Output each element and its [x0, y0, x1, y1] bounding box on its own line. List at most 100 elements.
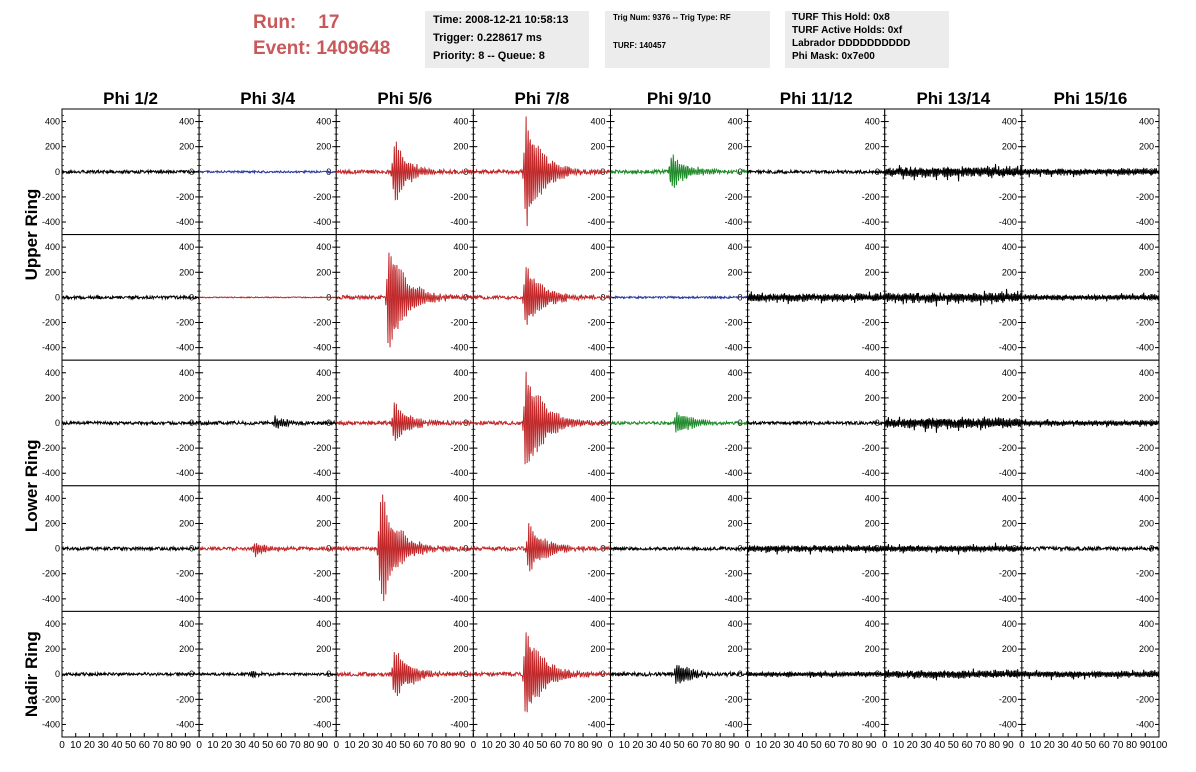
- xtick-label: 40: [934, 740, 946, 751]
- waveform-series: [1021, 669, 1160, 681]
- ytick-label: -200: [1136, 694, 1154, 704]
- waveform-series: [198, 670, 337, 679]
- ytick-label: 200: [316, 644, 331, 654]
- ytick-label: 400: [1002, 493, 1017, 503]
- ytick-label: 200: [1139, 518, 1154, 528]
- xtick-label: 20: [84, 740, 96, 751]
- ytick-label: 200: [1002, 644, 1017, 654]
- xtick-label: 30: [235, 740, 247, 751]
- xtick-label: 50: [125, 740, 137, 751]
- ytick-label: -200: [725, 694, 743, 704]
- event-label-text: Event:: [253, 38, 312, 59]
- waveform-panel: 400 200 0 -200 -400 0 10 20 30 40 50 60 70 80 90: [196, 610, 337, 751]
- xtick-label: 90: [1140, 740, 1152, 751]
- waveform-series: [884, 288, 1023, 307]
- xtick-label: 70: [975, 740, 987, 751]
- ytick-label: 400: [1002, 242, 1017, 252]
- event-label: Event: 1409648: [253, 38, 390, 60]
- ytick-label: -400: [313, 217, 331, 227]
- waveform-series: [747, 670, 885, 679]
- ytick-label: -400: [313, 594, 331, 604]
- xtick-label: 0: [1019, 740, 1025, 751]
- waveform-series: [61, 168, 200, 176]
- ytick-label: -400: [313, 343, 331, 353]
- ytick-label: -200: [725, 318, 743, 328]
- xtick-label: 70: [152, 740, 164, 751]
- ytick-label: 0: [738, 292, 743, 302]
- ytick-label: -200: [176, 694, 194, 704]
- ytick-label: -200: [42, 694, 60, 704]
- xtick-label: 60: [961, 740, 973, 751]
- ytick-label: 200: [453, 142, 468, 152]
- waveform-series: [747, 168, 885, 176]
- ytick-label: 400: [590, 242, 605, 252]
- ytick-label: -200: [1136, 569, 1154, 579]
- waveform-series: [884, 416, 1023, 433]
- waveform-series: [473, 116, 611, 227]
- waveform-series: [1021, 292, 1160, 302]
- ytick-label: 400: [453, 242, 468, 252]
- xtick-label: 30: [509, 740, 521, 751]
- trigger-text: Trigger: 0.228617 ms: [433, 32, 542, 44]
- xtick-label: 0: [196, 740, 202, 751]
- ytick-label: -400: [176, 719, 194, 729]
- xtick-label: 20: [495, 740, 507, 751]
- waveform-panel: 400 200 0 -200 -400 0 10 20 30 40 50 60 70 80 90: [608, 610, 749, 751]
- xtick-label: 90: [1003, 740, 1015, 751]
- ytick-label: -400: [1136, 594, 1154, 604]
- ytick-label: 200: [728, 267, 743, 277]
- column-header: Phi 13/14: [916, 89, 990, 108]
- ytick-label: 200: [865, 518, 880, 528]
- xtick-label: 30: [920, 740, 932, 751]
- waveform-panel: 400 400 200 200 0 0 -200 -200 -400 -400 0 10 20 30 40 5…: [42, 610, 200, 751]
- ytick-label: -400: [1136, 217, 1154, 227]
- ytick-label: -200: [999, 443, 1017, 453]
- xtick-label: 50: [1085, 740, 1097, 751]
- ytick-label: -400: [587, 719, 605, 729]
- waveform-series: [61, 294, 200, 301]
- ytick-label: -200: [450, 694, 468, 704]
- ytick-label: -400: [725, 719, 743, 729]
- run-label: Run: 17: [253, 12, 339, 34]
- ytick-label: -200: [42, 318, 60, 328]
- ytick-label: 400: [1139, 493, 1154, 503]
- waveform-series: [335, 402, 474, 441]
- ytick-label: -400: [42, 594, 60, 604]
- waveform-series: [884, 542, 1023, 555]
- ytick-label: 200: [179, 518, 194, 528]
- ytick-label: 200: [865, 393, 880, 403]
- xtick-label: 70: [1112, 740, 1124, 751]
- waveform-series: [610, 545, 749, 553]
- xtick-label: 60: [687, 740, 699, 751]
- waveform-series: [472, 523, 611, 572]
- xtick-label: 60: [824, 740, 836, 751]
- ytick-label: 200: [179, 644, 194, 654]
- waveform-series: [198, 169, 337, 175]
- ytick-label: -200: [725, 569, 743, 579]
- ytick-label: 400: [865, 619, 880, 629]
- ytick-label: 200: [865, 644, 880, 654]
- ytick-label: -400: [587, 594, 605, 604]
- xtick-label: 10: [1030, 740, 1042, 751]
- ytick-label: -200: [450, 318, 468, 328]
- ytick-label: 400: [1002, 619, 1017, 629]
- ytick-label: -200: [999, 192, 1017, 202]
- xtick-label: 10: [482, 740, 494, 751]
- ytick-label: 200: [1139, 644, 1154, 654]
- event-value: 1409648: [316, 38, 391, 59]
- ytick-label: 200: [453, 267, 468, 277]
- waveform-series: [747, 419, 886, 427]
- ytick-label: -200: [42, 192, 60, 202]
- ytick-label: -400: [725, 594, 743, 604]
- xtick-label: 10: [756, 740, 768, 751]
- xtick-label: 40: [660, 740, 672, 751]
- ytick-label: -400: [313, 468, 331, 478]
- waveform-series: [61, 670, 200, 678]
